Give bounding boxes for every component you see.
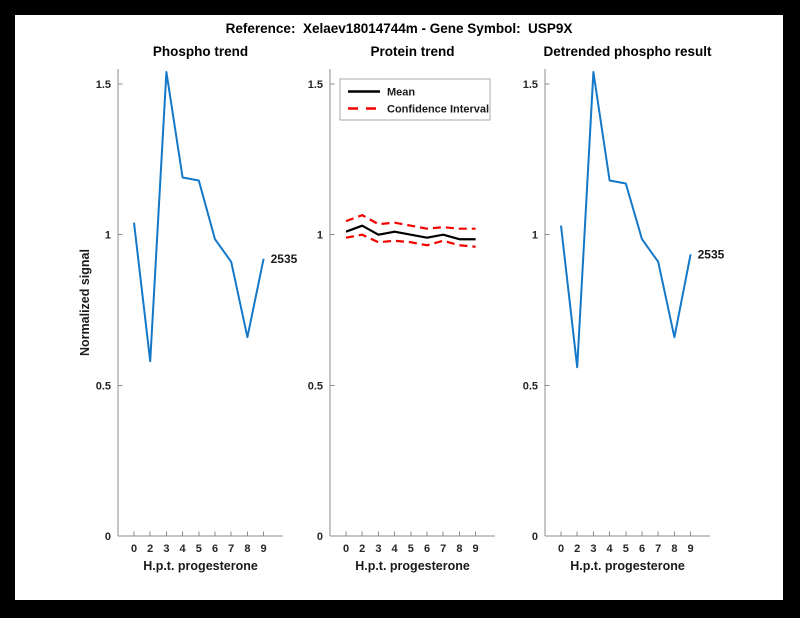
subplot-title: Phospho trend — [153, 44, 248, 59]
legend-entry-label: Confidence Interval — [387, 104, 489, 116]
legend-entry-label: Mean — [387, 87, 415, 99]
y-tick-label: 1.5 — [308, 79, 323, 91]
x-tick-label: 2 — [359, 543, 365, 555]
series-line-2535 — [133, 71, 265, 363]
y-tick-label: 0.5 — [96, 380, 111, 392]
x-tick-label: 9 — [688, 543, 694, 555]
series-line-ci-upper — [345, 214, 476, 230]
x-tick-label: 2 — [147, 543, 153, 555]
x-tick-label: 7 — [655, 543, 661, 555]
figure-title: Reference: Xelaev18014744m - Gene Symbol… — [225, 21, 573, 36]
y-tick-label: 0 — [317, 531, 323, 543]
x-tick-label: 6 — [424, 543, 430, 555]
x-tick-label: 5 — [408, 543, 414, 555]
x-tick-label: 6 — [212, 543, 218, 555]
x-tick-label: 9 — [473, 543, 479, 555]
x-tick-label: 0 — [131, 543, 137, 555]
y-tick-label: 1 — [105, 230, 111, 242]
series-end-label: 2535 — [271, 252, 298, 266]
x-tick-label: 8 — [456, 543, 462, 555]
y-tick-label: 0.5 — [523, 380, 538, 392]
y-tick-label: 1.5 — [523, 79, 538, 91]
x-tick-label: 6 — [639, 543, 645, 555]
series-line-ci-lower — [345, 233, 476, 248]
x-tick-label: 4 — [607, 543, 614, 555]
figure-canvas: Reference: Xelaev18014744m - Gene Symbol… — [15, 15, 783, 600]
subplot-title: Detrended phospho result — [543, 44, 712, 59]
x-tick-label: 3 — [590, 543, 596, 555]
series-end-label: 2535 — [698, 247, 725, 261]
legend-box — [339, 78, 491, 121]
subplot-title: Protein trend — [370, 44, 454, 59]
x-tick-label: 8 — [671, 543, 677, 555]
x-tick-label: 4 — [392, 543, 399, 555]
series-line-mean — [345, 224, 476, 241]
x-axis-label: H.p.t. progesterone — [570, 559, 685, 573]
y-axis-label: Normalized signal — [78, 249, 92, 356]
y-tick-label: 0 — [105, 531, 111, 543]
series-line-2535 — [560, 71, 692, 369]
x-tick-label: 5 — [196, 543, 202, 555]
x-tick-label: 7 — [228, 543, 234, 555]
y-tick-label: 1 — [532, 230, 538, 242]
x-tick-label: 3 — [375, 543, 381, 555]
x-tick-label: 8 — [244, 543, 250, 555]
x-tick-label: 5 — [623, 543, 629, 555]
x-axis-label: H.p.t. progesterone — [355, 559, 470, 573]
x-tick-label: 7 — [440, 543, 446, 555]
y-tick-label: 0.5 — [308, 380, 323, 392]
x-tick-label: 0 — [343, 543, 349, 555]
x-tick-label: 2 — [574, 543, 580, 555]
x-tick-label: 9 — [261, 543, 267, 555]
x-tick-label: 4 — [180, 543, 187, 555]
y-tick-label: 1 — [317, 230, 323, 242]
x-tick-label: 0 — [558, 543, 564, 555]
x-tick-label: 3 — [163, 543, 169, 555]
y-tick-label: 1.5 — [96, 79, 111, 91]
y-tick-label: 0 — [532, 531, 538, 543]
x-axis-label: H.p.t. progesterone — [143, 559, 258, 573]
